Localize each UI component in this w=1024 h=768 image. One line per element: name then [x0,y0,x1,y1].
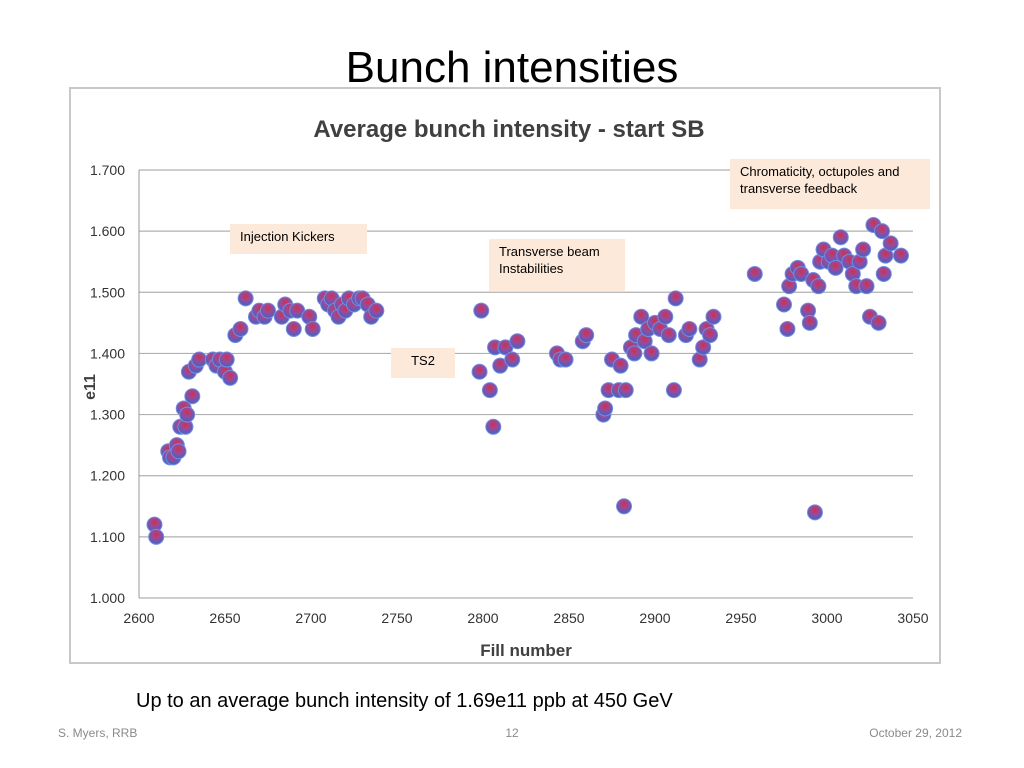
data-point [665,382,682,399]
data-point [218,351,235,368]
data-point [237,290,254,307]
footer-page-number: 12 [505,726,519,740]
y-tick-label: 1.400 [90,345,125,361]
y-tick-label: 1.700 [90,162,125,178]
data-point [874,223,891,240]
y-tick-label: 1.200 [90,468,125,484]
x-tick-label: 2700 [295,610,326,626]
data-point [702,327,719,344]
data-point [667,290,684,307]
x-axis-label: Fill number [480,641,572,660]
x-tick-label: 2800 [467,610,498,626]
data-point [810,278,827,295]
data-point [617,382,634,399]
annotation-chromaticity: Chromaticity, octupoles and transverse f… [730,159,930,209]
x-tick-label: 3050 [897,610,928,626]
data-point [170,443,187,460]
data-point [858,278,875,295]
data-points [146,217,909,545]
data-point [806,504,823,521]
data-point [191,351,208,368]
x-tick-label: 3000 [811,610,842,626]
data-point [695,339,712,356]
data-point [473,302,490,319]
y-tick-label: 1.600 [90,223,125,239]
x-tick-label: 2950 [725,610,756,626]
x-tick-label: 2750 [381,610,412,626]
data-point [626,345,643,362]
data-point [481,382,498,399]
y-tick-label: 1.000 [90,590,125,606]
annotation-ts2: TS2 [391,348,455,378]
data-point [597,400,614,417]
y-tick-labels: 1.000 1.100 1.200 1.300 1.400 1.500 1.600 1.700 [90,162,125,606]
data-point [832,229,849,246]
data-point [875,265,892,282]
data-point [827,259,844,276]
data-point [504,351,521,368]
data-point [660,327,677,344]
data-point [855,241,872,258]
data-point [657,308,674,325]
data-point [633,308,650,325]
data-point [801,314,818,331]
data-point [471,363,488,380]
data-point [746,265,763,282]
data-point [578,327,595,344]
data-point [148,528,165,545]
data-point [368,302,385,319]
data-point [616,498,633,515]
data-point [485,418,502,435]
annotation-transverse-beam: Transverse beam Instabilities [489,239,625,291]
data-point [776,296,792,313]
scatter-chart: Average bunch intensity - start SB 1.000… [82,116,929,660]
data-point [184,388,201,405]
footer-author: S. Myers, RRB [58,726,138,740]
x-tick-label: 2600 [123,610,154,626]
x-tick-labels: 2600 2650 2700 2750 2800 2850 2900 2950 3000 3050 [123,610,928,626]
data-point [179,406,196,423]
footer-date: October 29, 2012 [869,726,962,740]
data-point [681,320,698,337]
data-point [509,333,526,350]
slide-title: Bunch intensities [345,43,679,92]
x-tick-label: 2650 [209,610,240,626]
data-point [557,351,574,368]
data-point [779,320,796,337]
data-point [232,320,249,337]
y-axis-label: e11 [82,374,99,400]
data-point [222,369,239,386]
data-point [612,357,629,374]
x-tick-label: 2900 [639,610,670,626]
data-point [643,345,660,362]
y-tick-label: 1.500 [90,284,125,300]
data-point [260,302,276,319]
annotation-injection-kickers: Injection Kickers [230,224,367,254]
x-tick-label: 2850 [553,610,584,626]
y-tick-label: 1.100 [90,529,125,545]
data-point [892,247,909,264]
chart-title: Average bunch intensity - start SB [313,116,704,143]
data-point [705,308,722,325]
data-point [285,320,302,337]
data-point [304,320,321,337]
y-tick-label: 1.300 [90,407,125,423]
data-point [870,314,887,331]
slide-caption: Up to an average bunch intensity of 1.69… [136,690,673,712]
data-point [882,235,899,252]
